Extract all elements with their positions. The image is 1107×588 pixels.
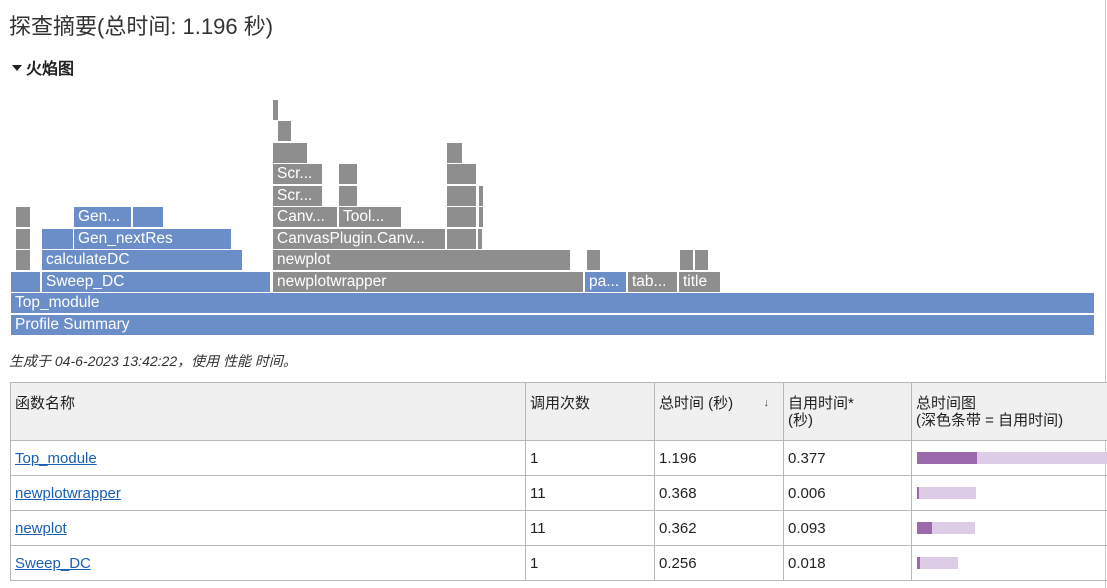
column-header-self-time[interactable]: 自用时间* (秒)	[783, 382, 912, 441]
function-name-cell: newplotwrapper	[10, 475, 526, 511]
flame-graph: Profile Summary Top_module Sweep_DC newp…	[0, 90, 1107, 340]
flame-block[interactable]	[447, 186, 476, 206]
total-time-cell: 0.362	[654, 510, 784, 546]
time-bar	[917, 557, 1107, 569]
time-bar	[917, 487, 1107, 499]
calls-cell: 11	[525, 475, 655, 511]
flame-block-newplotwrapper[interactable]: newplotwrapper	[273, 272, 583, 292]
flame-block-gen-nextres[interactable]: Gen_nextRes	[74, 229, 231, 249]
flame-block[interactable]	[479, 186, 483, 206]
flame-block[interactable]	[479, 207, 483, 227]
flame-block[interactable]	[587, 250, 600, 270]
flame-block[interactable]	[447, 207, 476, 227]
caret-down-icon	[12, 65, 22, 71]
column-header-total-time-graph: 总时间图 (深色条带 = 自用时间)	[911, 382, 1107, 441]
function-name-cell: Sweep_DC	[10, 545, 526, 581]
section-label: 火焰图	[26, 61, 75, 78]
column-header-total-time[interactable]: 总时间 (秒) ↓	[654, 382, 784, 441]
page-title: 探查摘要(总时间: 1.196 秒)	[9, 14, 274, 39]
generated-note: 生成于 04-6-2023 13:42:22，使用 性能 时间。	[9, 353, 297, 369]
flame-block-top-module[interactable]: Top_module	[11, 293, 1094, 313]
function-link-newplotwrapper[interactable]: newplotwrapper	[15, 484, 121, 502]
total-time-bar	[917, 487, 976, 499]
time-bar	[917, 522, 1107, 534]
total-time-cell: 0.368	[654, 475, 784, 511]
flame-block-tab[interactable]: tab...	[628, 272, 677, 292]
self-time-bar	[917, 557, 920, 569]
flame-block-tool[interactable]: Tool...	[339, 207, 401, 227]
self-time-bar	[917, 487, 919, 499]
flame-block[interactable]	[273, 100, 278, 120]
self-time-cell: 0.006	[783, 475, 912, 511]
self-time-cell: 0.377	[783, 440, 912, 476]
flame-block[interactable]	[339, 164, 357, 184]
calls-cell: 1	[525, 440, 655, 476]
table-row: Top_module 1 1.196 0.377	[10, 440, 1107, 476]
function-name-cell: Top_module	[10, 440, 526, 476]
self-time-cell: 0.018	[783, 545, 912, 581]
flame-block[interactable]	[278, 121, 291, 141]
flame-block-scr[interactable]: Scr...	[273, 186, 322, 206]
total-time-bar	[917, 557, 958, 569]
flame-block[interactable]	[339, 186, 357, 206]
flame-block-profile-summary[interactable]: Profile Summary	[11, 315, 1094, 335]
sort-descending-icon: ↓	[763, 397, 770, 409]
calls-cell: 11	[525, 510, 655, 546]
table-header-row: 函数名称 调用次数 总时间 (秒) ↓ 自用时间* (秒) 总时间图 (深色条带 = …	[10, 382, 1107, 441]
profile-table: 函数名称 调用次数 总时间 (秒) ↓ 自用时间* (秒) 总时间图 (深色条带 = …	[10, 382, 1107, 581]
flame-block[interactable]	[16, 207, 30, 227]
flame-block[interactable]	[11, 272, 40, 292]
flame-block-scr[interactable]: Scr...	[273, 164, 322, 184]
time-graph-cell	[911, 475, 1107, 511]
self-time-bar	[917, 452, 977, 464]
flame-block-title[interactable]: title	[679, 272, 720, 292]
flame-block[interactable]	[447, 164, 476, 184]
flame-block[interactable]	[133, 207, 163, 227]
flame-block[interactable]	[478, 229, 482, 249]
table-row: Sweep_DC 1 0.256 0.018	[10, 545, 1107, 581]
flame-block-gen[interactable]: Gen...	[74, 207, 131, 227]
time-bar	[917, 452, 1107, 464]
column-header-function-name[interactable]: 函数名称	[10, 382, 526, 441]
flame-block[interactable]	[42, 229, 73, 249]
time-graph-cell	[911, 510, 1107, 546]
table-row: newplot 11 0.362 0.093	[10, 510, 1107, 546]
time-graph-cell	[911, 440, 1107, 476]
flame-block-canv[interactable]: Canv...	[273, 207, 337, 227]
flame-block-sweep-dc[interactable]: Sweep_DC	[42, 272, 270, 292]
table-row: newplotwrapper 11 0.368 0.006	[10, 475, 1107, 511]
function-link-newplot[interactable]: newplot	[15, 519, 67, 537]
flame-block[interactable]	[695, 250, 708, 270]
flame-block[interactable]	[273, 143, 307, 163]
flame-block[interactable]	[447, 143, 462, 163]
column-header-calls[interactable]: 调用次数	[525, 382, 655, 441]
total-time-cell: 0.256	[654, 545, 784, 581]
flame-graph-section-toggle[interactable]: 火焰图	[12, 55, 74, 79]
frame-border	[1105, 0, 1106, 588]
calls-cell: 1	[525, 545, 655, 581]
flame-block-calculatedc[interactable]: calculateDC	[42, 250, 242, 270]
flame-block-pa[interactable]: pa...	[585, 272, 626, 292]
self-time-bar	[917, 522, 932, 534]
function-link-top-module[interactable]: Top_module	[15, 449, 97, 467]
function-link-sweep-dc[interactable]: Sweep_DC	[15, 554, 91, 572]
flame-block[interactable]	[16, 229, 30, 249]
flame-block[interactable]	[16, 250, 30, 270]
self-time-cell: 0.093	[783, 510, 912, 546]
time-graph-cell	[911, 545, 1107, 581]
flame-block-newplot[interactable]: newplot	[273, 250, 570, 270]
function-name-cell: newplot	[10, 510, 526, 546]
flame-block-canvasplugin[interactable]: CanvasPlugin.Canv...	[273, 229, 445, 249]
total-time-cell: 1.196	[654, 440, 784, 476]
flame-block[interactable]	[447, 229, 476, 249]
flame-block[interactable]	[680, 250, 693, 270]
